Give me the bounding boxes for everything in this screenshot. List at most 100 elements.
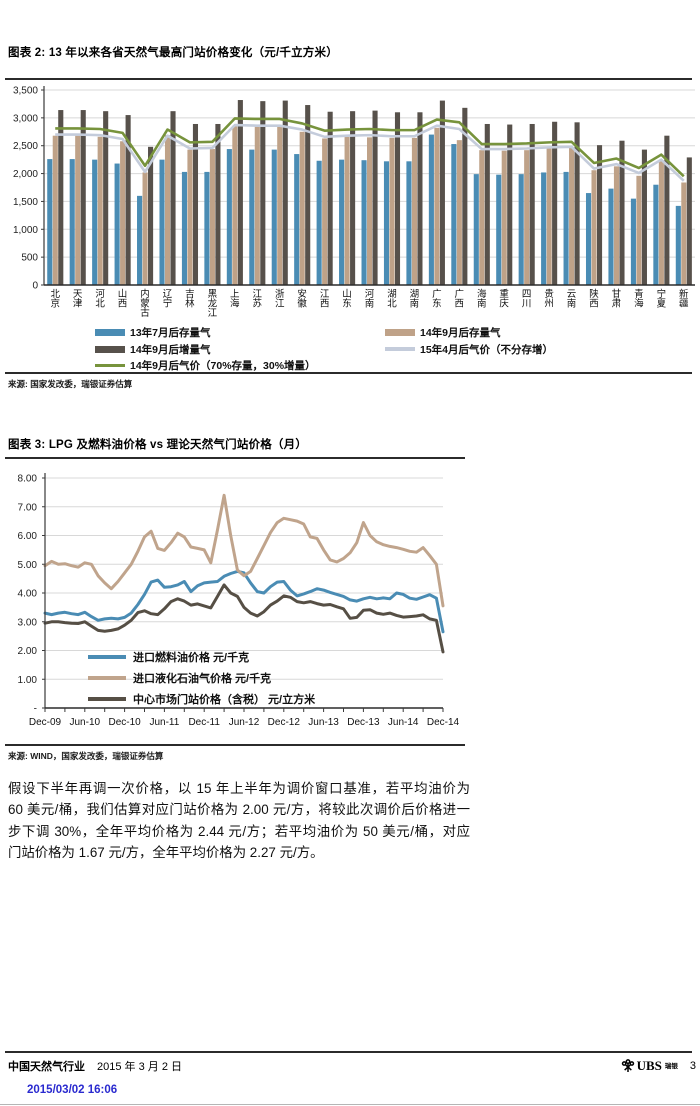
legend-item: 进口燃料油价格 元/千克	[88, 650, 249, 664]
line-series-1	[43, 493, 445, 608]
bar	[479, 150, 485, 285]
x-tick-label: Jun-13	[308, 717, 339, 728]
bar	[237, 100, 243, 286]
x-tick-label: Dec-12	[268, 717, 301, 728]
footer-date: 2015 年 3 月 2 日	[97, 1061, 182, 1073]
legend-swatch	[88, 697, 126, 701]
page-number: 3	[689, 1060, 696, 1072]
figure3-chart-area: - 1.00 2.00 3.00 4.00 5.00 6.00 7.00 8.00 Dec-09 J…	[0, 467, 470, 747]
bar-series-1	[47, 134, 681, 285]
line-series-3	[55, 117, 685, 178]
bar	[232, 125, 238, 286]
y-tick-label: 3.00	[18, 617, 38, 628]
legend-label: 进口燃料油价格 元/千克	[133, 652, 250, 664]
x-category-label: 山西	[118, 289, 128, 310]
bar	[473, 174, 479, 285]
bar	[636, 175, 642, 285]
bar	[524, 150, 530, 285]
bar	[75, 135, 81, 285]
ubs-keys-logo	[621, 1059, 634, 1072]
legend-label: 14年9月后存量气	[420, 327, 501, 339]
x-category-label: 重庆	[499, 288, 509, 310]
bar	[686, 157, 692, 285]
bar	[608, 188, 614, 285]
bar	[103, 111, 109, 285]
bar	[361, 160, 367, 285]
bar	[52, 135, 58, 285]
bar	[394, 112, 401, 286]
bar	[658, 160, 664, 285]
footer-rule	[5, 1051, 692, 1053]
bar	[518, 174, 524, 285]
x-category-label: 湖南	[410, 289, 420, 310]
x-category-label: 内蒙古	[140, 288, 150, 319]
x-category-label: 吉林	[185, 289, 195, 310]
legend-swatch	[95, 329, 125, 336]
bar	[58, 110, 64, 285]
bar	[541, 172, 547, 285]
y-tick-label: 5.00	[18, 560, 38, 571]
x-tick-label: Dec-13	[347, 717, 380, 728]
y-tick-label: 500	[21, 253, 38, 264]
bar	[383, 161, 390, 285]
bar-series-3	[58, 100, 692, 286]
y-tick-label: 2,000	[13, 169, 38, 180]
x-tick-label: Jun-11	[149, 717, 179, 728]
x-category-label: 江苏	[253, 289, 263, 310]
x-category-label: 四川	[522, 289, 532, 310]
legend-item: 14年9月后增量气	[95, 342, 211, 357]
figure2-bottom-rule	[5, 372, 692, 374]
x-category-label: 黑龙江	[208, 289, 218, 319]
bar	[507, 124, 513, 285]
bar	[675, 205, 681, 285]
bar	[501, 150, 507, 285]
line-series-0	[43, 569, 445, 634]
figure2-legend: 13年7月后存量气 14年9月后存量气 14年9月后增量气 15年4月后气价（不分存增…	[95, 325, 675, 377]
y-tick-label: 7.00	[18, 502, 38, 513]
x-category-label: 海南	[477, 288, 487, 310]
figure3-source: 来源: WIND，国家发改委，瑞银证券估算	[8, 751, 164, 761]
x-category-label: 北京	[50, 289, 60, 310]
y-tick-label: 8.00	[18, 474, 38, 485]
bar	[277, 126, 283, 285]
paragraph-line: 假设下半年再调一次价格，以 15 年上半年为调价窗口基准，若平均油价为	[8, 781, 470, 796]
x-category-label: 宁夏	[657, 288, 667, 310]
legend-item: 13年7月后存量气	[95, 325, 211, 340]
footer-left: 中国天然气行业 2015 年 3 月 2 日	[8, 1058, 182, 1074]
bar	[142, 172, 148, 285]
bar	[164, 135, 171, 285]
line-series-4	[55, 123, 685, 182]
bar	[664, 135, 670, 285]
x-category-label: 云南	[567, 289, 577, 310]
x-category-label: 山东	[342, 289, 352, 310]
paragraph-line: 步下调 30%，全年平均价格为 2.44 元/方；若平均油价为 50 美元/桶，…	[8, 823, 470, 839]
bar	[569, 147, 575, 285]
bar	[372, 110, 378, 285]
legend-swatch	[385, 329, 415, 336]
x-category-label: 广东	[432, 288, 442, 310]
bar	[322, 138, 328, 285]
bar	[327, 111, 333, 285]
bar	[389, 137, 395, 285]
x-category-label: 河北	[95, 288, 105, 310]
bar	[47, 159, 53, 285]
print-timestamp: 2015/03/02 16:06	[27, 1084, 118, 1096]
x-tick-label: Dec-10	[108, 717, 141, 728]
bar	[456, 140, 462, 285]
paragraph-line: 门站价格为 1.67 元/方，全年平均价格为 2.27 元/方。	[8, 844, 324, 860]
bar	[406, 161, 412, 285]
y-tick-label: -	[34, 704, 37, 715]
figure3-title: 图表 3: LPG 及燃料油价格 vs 理论天然气门站价格（月）	[8, 439, 308, 451]
bar	[552, 121, 558, 285]
x-category-label: 青海	[634, 288, 644, 310]
x-category-label: 陕西	[589, 288, 599, 310]
bar	[591, 170, 597, 285]
footer: 中国天然气行业 2015 年 3 月 2 日 UBS 瑞银 3	[0, 1058, 700, 1076]
y-tick-label: 2,500	[13, 141, 38, 152]
y-tick-label: 0	[32, 281, 38, 292]
figure2-title-rule	[5, 78, 692, 80]
bar	[613, 166, 620, 285]
bar	[451, 144, 457, 285]
bar	[316, 160, 322, 285]
